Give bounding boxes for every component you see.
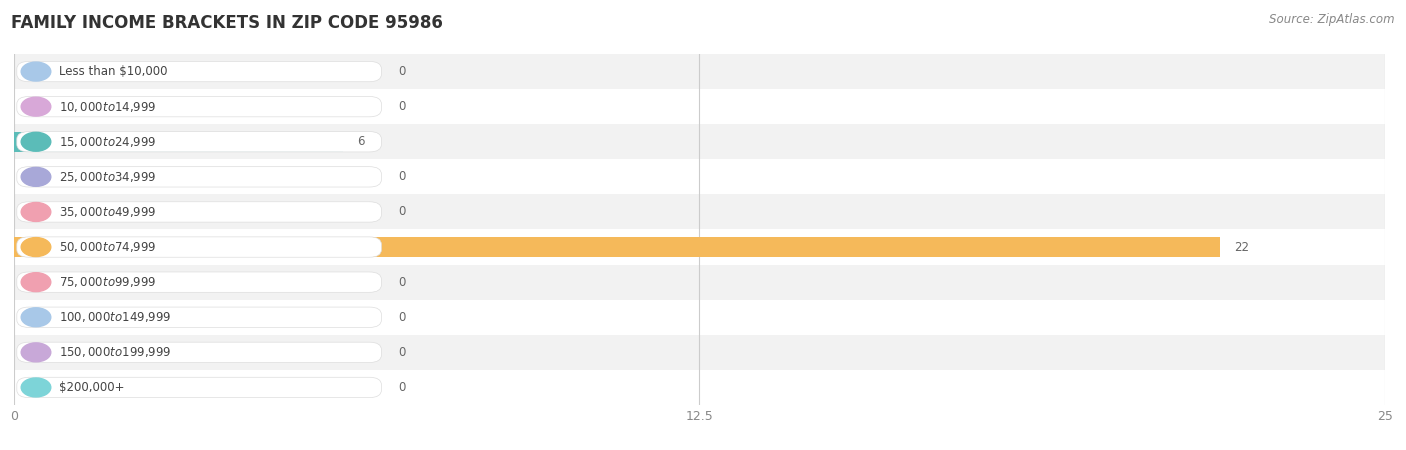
Bar <box>14 124 1385 159</box>
FancyBboxPatch shape <box>17 61 381 82</box>
FancyBboxPatch shape <box>17 342 381 363</box>
FancyBboxPatch shape <box>17 237 381 257</box>
Bar <box>14 159 1385 194</box>
Text: 0: 0 <box>398 171 405 183</box>
Text: Less than $10,000: Less than $10,000 <box>59 65 167 78</box>
Bar <box>14 335 1385 370</box>
Text: $75,000 to $99,999: $75,000 to $99,999 <box>59 275 156 289</box>
Bar <box>14 131 343 152</box>
Text: $200,000+: $200,000+ <box>59 381 125 394</box>
Circle shape <box>21 132 51 151</box>
Text: 0: 0 <box>398 100 405 113</box>
Circle shape <box>21 97 51 116</box>
Bar <box>14 237 1220 257</box>
Circle shape <box>21 167 51 186</box>
Text: $150,000 to $199,999: $150,000 to $199,999 <box>59 345 172 360</box>
Text: 0: 0 <box>398 276 405 288</box>
FancyBboxPatch shape <box>17 272 381 292</box>
Text: $35,000 to $49,999: $35,000 to $49,999 <box>59 205 156 219</box>
FancyBboxPatch shape <box>17 377 381 398</box>
Text: 0: 0 <box>398 311 405 324</box>
Text: 0: 0 <box>398 346 405 359</box>
Text: 0: 0 <box>398 381 405 394</box>
Circle shape <box>21 62 51 81</box>
Circle shape <box>21 202 51 221</box>
Bar <box>14 370 1385 405</box>
Circle shape <box>21 308 51 327</box>
Bar <box>14 300 1385 335</box>
Text: 22: 22 <box>1234 241 1249 253</box>
Text: 0: 0 <box>398 65 405 78</box>
Circle shape <box>21 238 51 256</box>
Bar <box>14 265 1385 300</box>
FancyBboxPatch shape <box>17 202 381 222</box>
Bar <box>14 89 1385 124</box>
Text: 0: 0 <box>398 206 405 218</box>
Text: 6: 6 <box>357 135 364 148</box>
FancyBboxPatch shape <box>17 96 381 117</box>
Bar <box>14 194 1385 230</box>
Bar <box>14 54 1385 89</box>
FancyBboxPatch shape <box>17 131 381 152</box>
Text: $100,000 to $149,999: $100,000 to $149,999 <box>59 310 172 324</box>
Circle shape <box>21 378 51 397</box>
Text: $25,000 to $34,999: $25,000 to $34,999 <box>59 170 156 184</box>
Circle shape <box>21 343 51 362</box>
Circle shape <box>21 273 51 292</box>
Text: Source: ZipAtlas.com: Source: ZipAtlas.com <box>1270 14 1395 27</box>
Text: $10,000 to $14,999: $10,000 to $14,999 <box>59 99 156 114</box>
FancyBboxPatch shape <box>17 166 381 187</box>
FancyBboxPatch shape <box>17 307 381 328</box>
Bar <box>14 230 1385 265</box>
Text: $50,000 to $74,999: $50,000 to $74,999 <box>59 240 156 254</box>
Text: $15,000 to $24,999: $15,000 to $24,999 <box>59 135 156 149</box>
Text: FAMILY INCOME BRACKETS IN ZIP CODE 95986: FAMILY INCOME BRACKETS IN ZIP CODE 95986 <box>11 14 443 32</box>
